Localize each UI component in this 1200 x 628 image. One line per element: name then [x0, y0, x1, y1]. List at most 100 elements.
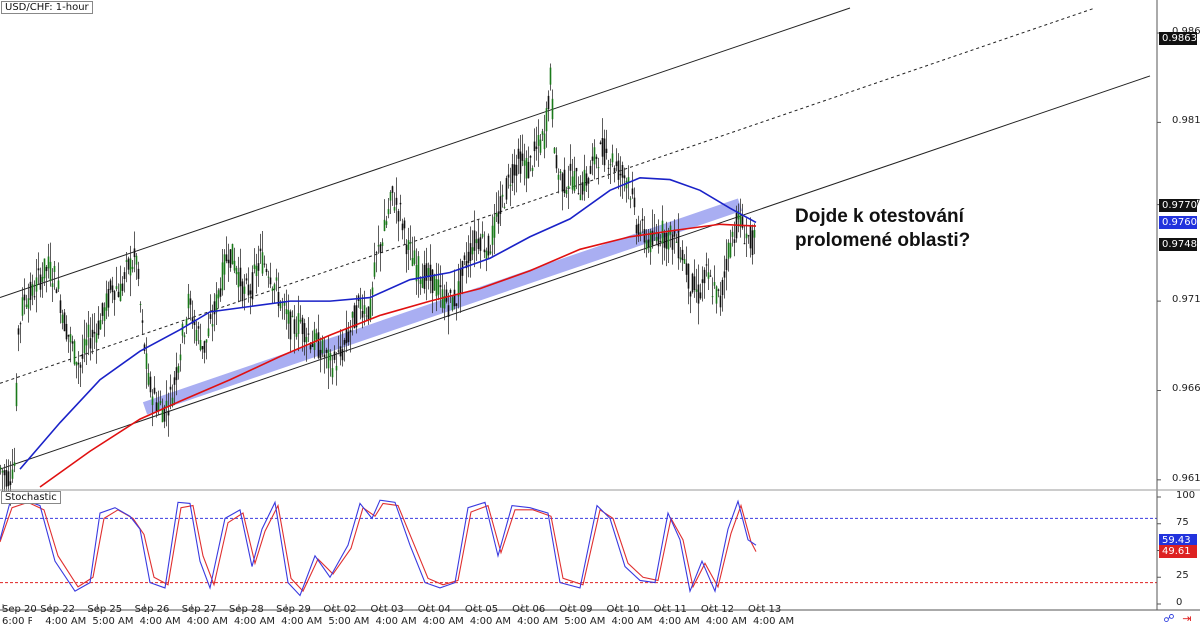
- candle-body: [145, 353, 148, 369]
- candle-body: [465, 261, 468, 269]
- candle-body: [523, 160, 526, 166]
- candle-body: [743, 243, 746, 245]
- date-label: Oct 13: [748, 604, 782, 615]
- candle-body: [163, 406, 166, 422]
- candle-body: [607, 167, 610, 169]
- candle-body: [267, 276, 270, 278]
- candle-body: [515, 164, 518, 176]
- candle-body: [495, 213, 498, 217]
- date-label: Sep 22: [40, 604, 75, 615]
- candle-body: [251, 272, 254, 300]
- candle-body: [167, 410, 170, 416]
- candle-body: [79, 364, 82, 368]
- price-tag: 0.9760: [1159, 216, 1197, 230]
- candle-body: [19, 323, 22, 325]
- candle-body: [217, 290, 220, 299]
- candle-body: [343, 339, 346, 345]
- candle-body: [49, 261, 52, 282]
- candle-body: [59, 300, 62, 314]
- candle-body: [575, 167, 578, 172]
- candle-body: [25, 304, 28, 308]
- annotation-line-1: Dojde k otestování: [795, 206, 964, 227]
- candle-body: [627, 177, 630, 182]
- date-label: Sep 28: [228, 604, 264, 615]
- candle-body: [443, 296, 446, 309]
- date-label: Oct 04: [417, 604, 451, 615]
- candle-body: [481, 233, 484, 238]
- candle-body: [413, 250, 416, 264]
- candle-body: [741, 216, 744, 228]
- candle-body: [183, 335, 186, 338]
- candle-body: [313, 329, 316, 351]
- candle-body: [629, 198, 632, 200]
- candle-body: [615, 161, 618, 167]
- candle-body: [691, 273, 694, 293]
- candle-body: [703, 269, 706, 284]
- candle-body: [299, 319, 302, 322]
- candle-body: [245, 278, 248, 281]
- candle-body: [317, 332, 320, 358]
- candle-body: [599, 142, 602, 145]
- candle-body: [303, 323, 306, 343]
- candle-body: [297, 313, 300, 334]
- candle-body: [717, 289, 720, 291]
- candle-body: [713, 282, 716, 286]
- candle-body: [675, 241, 678, 243]
- candle-body: [543, 133, 546, 150]
- candle-body: [71, 341, 74, 344]
- candle-body: [203, 341, 206, 353]
- arrow-icon[interactable]: ⇥: [1182, 612, 1192, 625]
- candle-body: [715, 286, 718, 304]
- candle-body: [747, 235, 750, 237]
- candle-body: [285, 309, 288, 315]
- candle-body: [371, 287, 374, 295]
- candle-body: [571, 176, 574, 190]
- candle-body: [65, 323, 68, 340]
- candle-body: [215, 294, 218, 313]
- time-label: 4:00 AM: [753, 616, 795, 627]
- candle-body: [327, 349, 330, 369]
- candle-body: [155, 402, 158, 412]
- candle-body: [219, 288, 222, 297]
- price-tag: 0.9770: [1159, 198, 1197, 212]
- candle-body: [21, 297, 24, 316]
- time-label: 4:00 AM: [186, 616, 228, 627]
- candle-body: [477, 238, 480, 250]
- candle-body: [3, 470, 6, 476]
- candles: [0, 63, 756, 506]
- candle-body: [611, 153, 614, 163]
- link-icon[interactable]: ☍: [1163, 612, 1175, 625]
- candle-body: [697, 284, 700, 304]
- candle-body: [519, 151, 522, 174]
- candle-body: [363, 305, 366, 314]
- candle-body: [493, 216, 496, 238]
- date-label: Sep 26: [134, 604, 170, 615]
- candle-body: [581, 182, 584, 195]
- candle-body: [129, 258, 132, 276]
- candle-body: [733, 239, 736, 243]
- candle-body: [329, 353, 332, 361]
- candle-body: [447, 305, 450, 317]
- candle-body: [139, 303, 142, 305]
- candle-body: [451, 297, 454, 311]
- candle-body: [405, 244, 408, 255]
- channel-lower-line: [0, 75, 1151, 470]
- candle-body: [567, 185, 570, 189]
- price-tag: 0.9863: [1159, 32, 1197, 46]
- candle-body: [621, 165, 624, 178]
- candle-body: [7, 471, 10, 487]
- candle-body: [499, 196, 502, 214]
- stoch-k-line: [0, 499, 757, 597]
- candle-body: [609, 164, 612, 166]
- price-tick-label: 0.9616: [1172, 472, 1200, 484]
- candle-body: [37, 268, 40, 271]
- candle-body: [269, 277, 272, 285]
- price-tag: 0.9748: [1159, 237, 1197, 251]
- candle-body: [577, 193, 580, 195]
- candle-body: [681, 249, 684, 261]
- candle-body: [205, 339, 208, 343]
- candle-body: [603, 138, 606, 166]
- candle-body: [725, 258, 728, 271]
- candle-body: [51, 283, 54, 288]
